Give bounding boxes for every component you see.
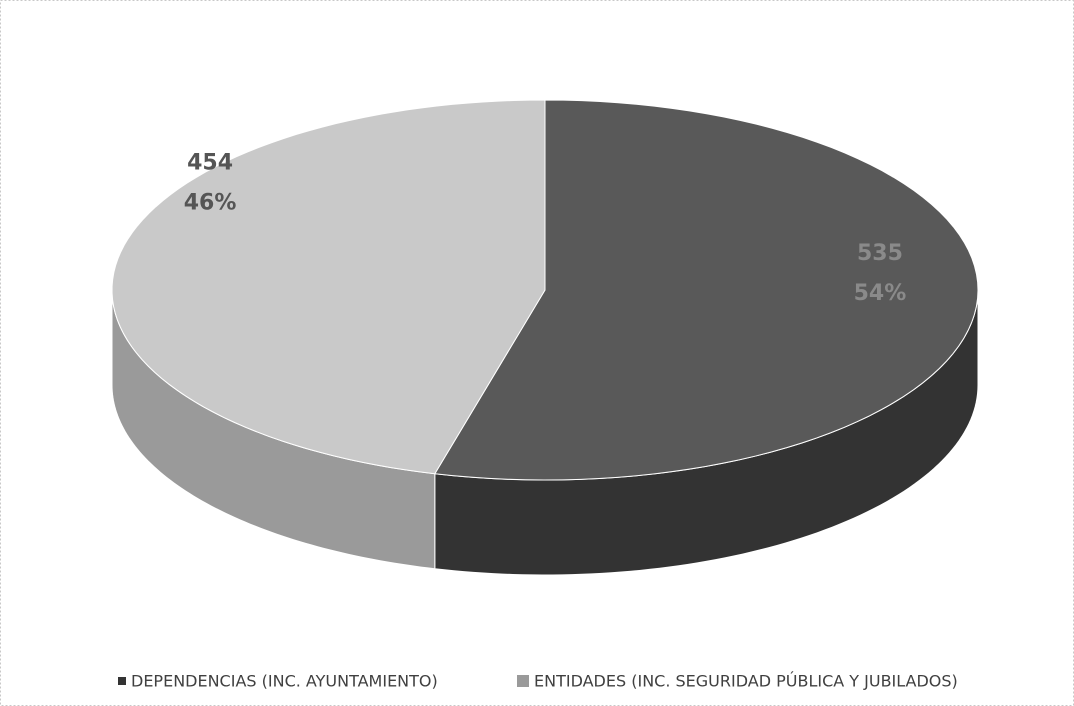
legend-marker [517, 675, 529, 687]
data-label-value: 535 [857, 241, 903, 266]
slice [433, 99, 979, 481]
legend-marker [118, 677, 126, 685]
slice [111, 99, 546, 475]
data-label-percent: 54% [854, 281, 907, 306]
data-label-value: 454 [187, 150, 233, 175]
data-label-percent: 46% [184, 190, 237, 215]
legend-label: DEPENDENCIAS (INC. AYUNTAMIENTO) [131, 672, 438, 691]
legend-label: ENTIDADES (INC. SEGURIDAD PÚBLICA Y JUBI… [534, 672, 958, 691]
